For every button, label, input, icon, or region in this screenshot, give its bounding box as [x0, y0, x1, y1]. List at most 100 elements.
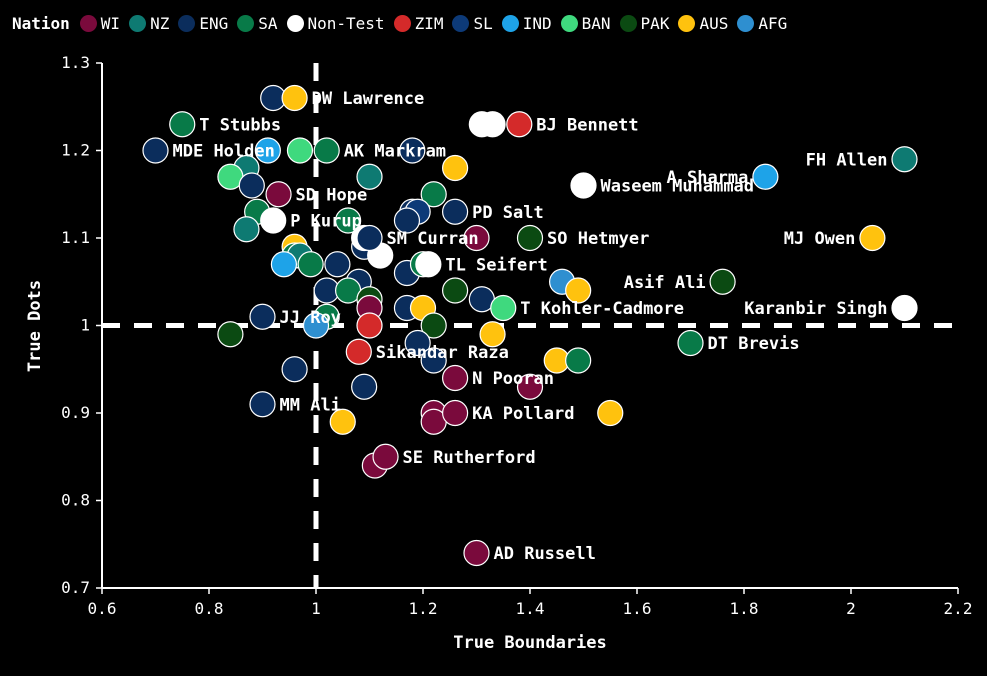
- point-label: Sikandar Raza: [376, 343, 509, 363]
- x-tick-label: 1.4: [516, 599, 545, 618]
- data-point: [570, 172, 597, 199]
- point-label: MJ Owen: [784, 229, 856, 249]
- data-point: [372, 443, 399, 470]
- data-point: [393, 207, 421, 234]
- legend-label: AFG: [758, 13, 788, 33]
- x-tick-label: 1.8: [730, 599, 759, 618]
- data-point: [399, 137, 426, 164]
- legend-item-eng: ENG: [178, 14, 228, 33]
- legend-label: NZ: [150, 13, 170, 33]
- data-point: [356, 312, 383, 339]
- legend-label: SA: [258, 13, 278, 33]
- data-point: [297, 251, 324, 278]
- data-point: [420, 347, 447, 374]
- point-label: BJ Bennett: [536, 115, 638, 135]
- legend-item-ind: IND: [501, 14, 552, 33]
- y-tick-label: 0.7: [61, 578, 90, 597]
- legend-item-wi: WI: [79, 13, 121, 33]
- data-point: [142, 137, 169, 164]
- data-point: [859, 224, 886, 252]
- point-label: FH Allen: [806, 150, 888, 170]
- legend-swatch: [452, 14, 470, 32]
- data-point: [335, 207, 362, 234]
- point-label: T Kohler-Cadmore: [520, 299, 684, 319]
- y-tick-label: 0.8: [61, 491, 90, 510]
- legend-swatch: [178, 14, 196, 32]
- data-point: [420, 181, 447, 208]
- point-label: PD Salt: [472, 203, 544, 223]
- point-label: SE Rutherford: [403, 448, 536, 468]
- data-point: [313, 137, 340, 164]
- data-point: [597, 399, 624, 427]
- data-point: [677, 329, 704, 357]
- legend-item-aus: AUS: [678, 14, 728, 33]
- y-tick-label: 1.1: [61, 228, 90, 247]
- point-label: Karanbir Singh: [744, 299, 887, 319]
- point-label: N Pooran: [472, 369, 554, 389]
- point-label: SO Hetmyer: [547, 229, 649, 249]
- point-label: DW Lawrence: [312, 89, 425, 109]
- data-point: [233, 216, 260, 243]
- data-point: [345, 338, 372, 365]
- data-point: [420, 312, 447, 339]
- legend-title: Nation: [12, 13, 70, 33]
- y-tick-label: 0.9: [61, 403, 90, 422]
- data-point: [463, 224, 490, 252]
- legend-label: WI: [100, 13, 121, 33]
- data-point: [324, 251, 351, 278]
- data-point: [442, 399, 469, 427]
- legend: Nation WI NZ ENG SA Non-Test ZIM SL IND BAN PAK AU…: [12, 10, 796, 36]
- x-tick-label: 1: [311, 599, 321, 618]
- point-label: SD Hope: [296, 185, 368, 205]
- point-label: Asif Ali: [624, 273, 706, 293]
- x-tick-label: 1.6: [623, 599, 652, 618]
- legend-swatch: [286, 14, 304, 32]
- point-label: SM Curran: [387, 229, 479, 249]
- point-label: MM Ali: [280, 395, 341, 415]
- x-tick-label: 2: [846, 599, 856, 618]
- point-label: P Kurup: [290, 212, 362, 232]
- data-point: [249, 303, 276, 330]
- data-point: [265, 181, 292, 208]
- data-point: [356, 224, 383, 252]
- y-tick-label: 1.3: [61, 53, 90, 72]
- data-point: [709, 268, 736, 295]
- point-label: KA Pollard: [472, 404, 574, 424]
- data-point: [249, 391, 276, 418]
- legend-swatch: [678, 14, 696, 32]
- point-label: Waseem Muhammad: [601, 177, 755, 197]
- data-points: [142, 84, 918, 567]
- legend-item-non-test: Non-Test: [286, 13, 385, 33]
- data-point: [281, 356, 308, 383]
- legend-label: PAK: [640, 13, 670, 33]
- point-label: TL Seifert: [445, 255, 547, 275]
- data-point: [752, 163, 779, 190]
- data-point: [415, 251, 442, 278]
- data-point: [463, 539, 490, 567]
- data-point: [442, 277, 469, 304]
- legend-label: AUS: [699, 13, 729, 33]
- data-point: [217, 321, 244, 348]
- data-point: [516, 373, 544, 400]
- point-label: A Sharma: [667, 168, 749, 188]
- legend-item-ban: BAN: [560, 14, 611, 33]
- point-label: MDE Holden: [173, 142, 275, 162]
- point-label: AD Russell: [494, 544, 596, 564]
- data-point: [281, 84, 308, 112]
- x-tick-label: 2.2: [944, 599, 973, 618]
- legend-swatch: [737, 14, 755, 32]
- data-point: [169, 111, 196, 138]
- y-tick-label: 1.2: [61, 141, 90, 160]
- data-point: [565, 347, 592, 374]
- legend-item-sa: SA: [237, 13, 278, 33]
- legend-label: Non-Test: [307, 13, 385, 33]
- x-axis-title: True Boundaries: [453, 633, 607, 653]
- legend-swatch: [393, 14, 411, 32]
- legend-item-nz: NZ: [129, 14, 169, 33]
- data-point: [302, 312, 330, 339]
- legend-swatch: [560, 14, 578, 32]
- legend-swatch: [129, 14, 147, 32]
- x-tick-label: 0.8: [195, 599, 224, 618]
- data-point: [404, 329, 431, 357]
